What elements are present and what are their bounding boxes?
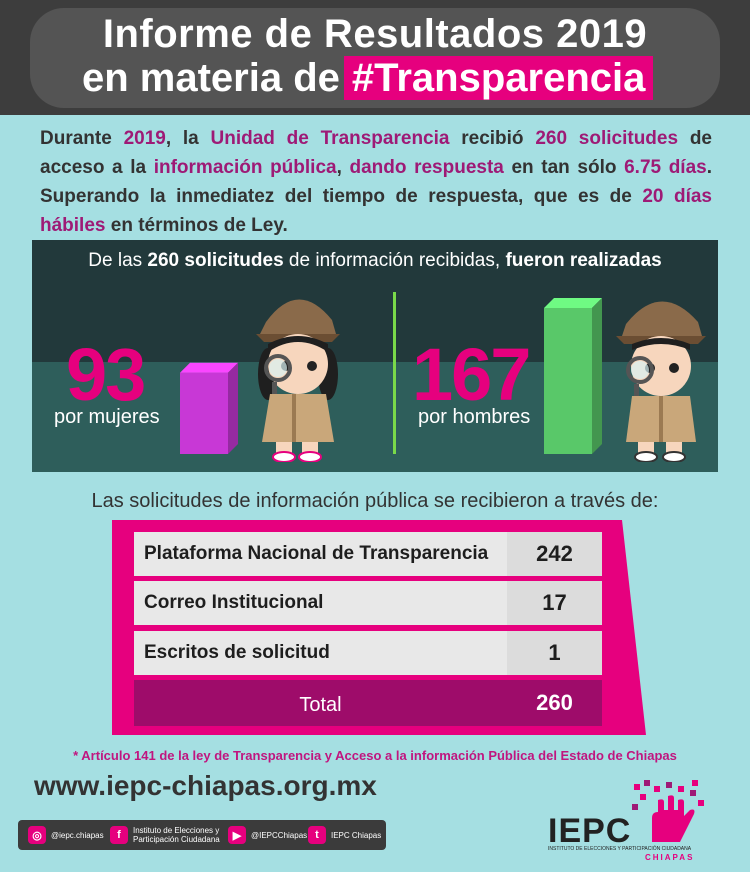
intro-requests: 260 solicitudes xyxy=(535,128,679,149)
intro-days: 6.75 días xyxy=(624,157,707,178)
bar-top xyxy=(180,362,238,373)
social-bar: ◎ @iepc.chiapas f Instituto de Eleccione… xyxy=(18,820,386,850)
intro-text: Durante xyxy=(40,128,124,149)
intro-text: en tan sólo xyxy=(503,157,625,178)
table-row-value: 242 xyxy=(507,532,602,576)
intro-unit: Unidad de Transparencia xyxy=(210,128,450,149)
intro-legal-days: 20 días hábiles xyxy=(40,186,712,236)
iepc-logo: IEPC xyxy=(548,812,632,850)
table-total-value: 260 xyxy=(507,680,602,726)
footnote: * Artículo 141 de la ley de Transparenci… xyxy=(73,748,677,763)
logo-state: CHIAPAS xyxy=(645,853,695,862)
facebook-icon: f xyxy=(110,826,128,844)
table-row-label: Correo Institucional xyxy=(134,581,519,625)
intro-text: de acceso a la xyxy=(40,128,712,178)
bar-front xyxy=(180,372,228,454)
facebook-line-1: Instituto de Elecciones y xyxy=(133,826,220,835)
gender-panel: De las 260 solicitudes de información re… xyxy=(32,240,718,472)
instagram-handle: @iepc.chiapas xyxy=(51,830,104,840)
facebook-handle: Instituto de Elecciones y Participación C… xyxy=(133,826,220,844)
table-row-label: Escritos de solicitud xyxy=(134,631,519,675)
youtube-handle: @IEPCChiapas xyxy=(251,830,308,840)
instagram-link[interactable]: ◎ @iepc.chiapas xyxy=(28,825,104,845)
bar-top xyxy=(544,298,602,308)
intro-text: en términos de Ley. xyxy=(105,215,288,236)
title-line-2: en materia de #Transparencia xyxy=(82,56,654,101)
bar-side xyxy=(592,298,602,454)
intro-paragraph: Durante 2019, la Unidad de Transparencia… xyxy=(40,124,712,240)
title-line-1: Informe de Resultados 2019 xyxy=(102,12,648,56)
table-row-value: 17 xyxy=(507,581,602,625)
detective-boy-illustration xyxy=(616,301,706,462)
panel-title-bold: fueron realizadas xyxy=(505,250,662,271)
table-row-value: 1 xyxy=(507,631,602,675)
table-total-label: Total xyxy=(134,680,507,726)
instagram-icon: ◎ xyxy=(28,826,46,844)
bar-por-mujeres xyxy=(180,362,238,454)
youtube-icon: ▶ xyxy=(228,826,246,844)
facebook-line-2: Participación Ciudadana xyxy=(133,835,220,844)
intro-text: recibió xyxy=(449,128,536,149)
sources-table: Plataforma Nacional de Transparencia 242… xyxy=(112,520,646,735)
youtube-link[interactable]: ▶ @IEPCChiapas xyxy=(228,825,307,845)
intro-text: , xyxy=(336,157,350,178)
twitter-link[interactable]: t IEPC Chiapas xyxy=(308,825,381,845)
twitter-icon: t xyxy=(308,826,326,844)
panel-title-bold: 260 solicitudes xyxy=(147,250,284,271)
facebook-link[interactable]: f Instituto de Elecciones y Participación… xyxy=(110,825,220,845)
women-label: por mujeres xyxy=(54,406,160,428)
women-count: 93 xyxy=(66,333,146,416)
title-hashtag: #Transparencia xyxy=(343,56,654,100)
panel-title: De las 260 solicitudes de información re… xyxy=(32,250,718,272)
sources-title: Las solicitudes de información pública s… xyxy=(91,490,659,512)
website-link[interactable]: www.iepc-chiapas.org.mx xyxy=(34,770,377,801)
intro-text: , la xyxy=(165,128,211,149)
panel-floor xyxy=(32,362,718,472)
title-prefix: en materia de xyxy=(82,56,340,100)
bar-por-hombres xyxy=(544,298,602,454)
detective-girl-illustration xyxy=(256,299,340,462)
intro-answer: dando respuesta xyxy=(349,157,504,178)
logo-subtitle: INSTITUTO DE ELECCIONES Y PARTICIPACIÓN … xyxy=(548,846,692,852)
intro-info: información pública xyxy=(153,157,337,178)
table-row-label: Plataforma Nacional de Transparencia xyxy=(134,532,519,576)
hand-squares-logo-icon xyxy=(632,780,704,842)
intro-year: 2019 xyxy=(123,128,166,149)
bar-side xyxy=(228,362,238,454)
panel-title-text: de información recibidas, xyxy=(283,250,506,271)
panel-divider xyxy=(393,292,396,454)
intro-text: . Superando la inmediatez del tiempo de … xyxy=(40,157,712,207)
men-count: 167 xyxy=(412,333,531,416)
panel-title-text: De las xyxy=(88,250,148,271)
bar-front xyxy=(544,308,592,454)
twitter-handle: IEPC Chiapas xyxy=(331,830,382,840)
men-label: por hombres xyxy=(418,406,531,428)
bar-chart xyxy=(180,298,602,454)
